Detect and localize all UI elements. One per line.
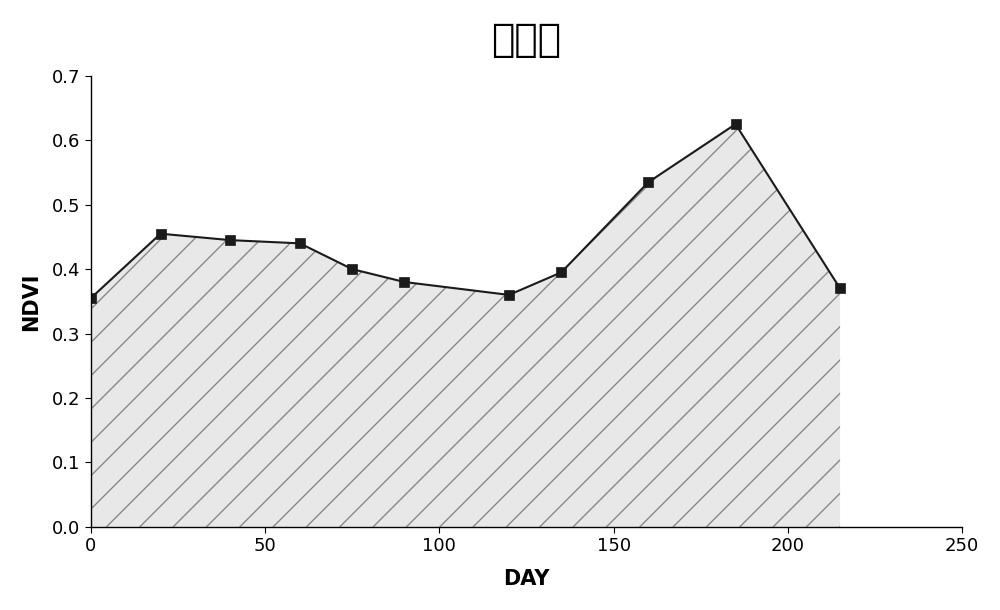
- Title: 冬小麦: 冬小麦: [491, 21, 562, 59]
- Y-axis label: NDVI: NDVI: [21, 272, 41, 331]
- X-axis label: DAY: DAY: [503, 569, 550, 589]
